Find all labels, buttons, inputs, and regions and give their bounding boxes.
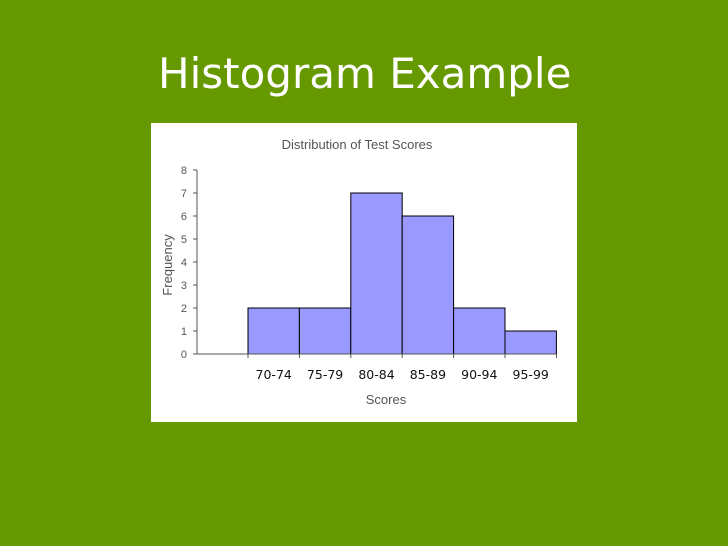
y-tick-label: 0 (181, 349, 187, 361)
y-tick-label: 5 (181, 234, 187, 246)
x-category-label: 70-74 (256, 367, 292, 382)
chart-panel: Distribution of Test Scores Frequency Sc… (151, 123, 577, 422)
histogram-bar-95-99 (504, 330, 557, 355)
y-tick-label: 1 (181, 326, 187, 338)
y-tick-label: 4 (181, 257, 187, 269)
y-tick-label: 8 (181, 165, 187, 177)
y-tick-label: 3 (181, 280, 187, 292)
x-category-label: 95-99 (513, 367, 549, 382)
histogram-bar-90-94 (453, 307, 506, 355)
slide-title: Histogram Example (158, 49, 572, 98)
x-axis-ticks: 70-74 75-79 80-84 85-89 90-94 95-99 (247, 354, 557, 382)
y-tick-label: 6 (181, 211, 187, 223)
bars-group (247, 192, 557, 355)
histogram-bar-70-74 (247, 307, 300, 355)
chart-title: Distribution of Test Scores (282, 137, 433, 152)
x-axis-label: Scores (366, 392, 407, 407)
x-category-label: 90-94 (461, 367, 497, 382)
y-axis-label: Frequency (160, 234, 175, 296)
histogram-bar-85-89 (401, 215, 455, 355)
x-category-label: 85-89 (410, 367, 446, 382)
histogram-bar-75-79 (298, 307, 352, 355)
x-category-label: 80-84 (358, 367, 394, 382)
y-tick-label: 2 (181, 303, 187, 315)
x-category-label: 75-79 (307, 367, 343, 382)
y-axis-ticks: 0 1 2 3 4 5 6 7 8 (181, 165, 197, 361)
y-tick-label: 7 (181, 188, 187, 200)
histogram-chart: Distribution of Test Scores Frequency Sc… (160, 137, 557, 407)
histogram-bar-80-84 (350, 192, 403, 355)
